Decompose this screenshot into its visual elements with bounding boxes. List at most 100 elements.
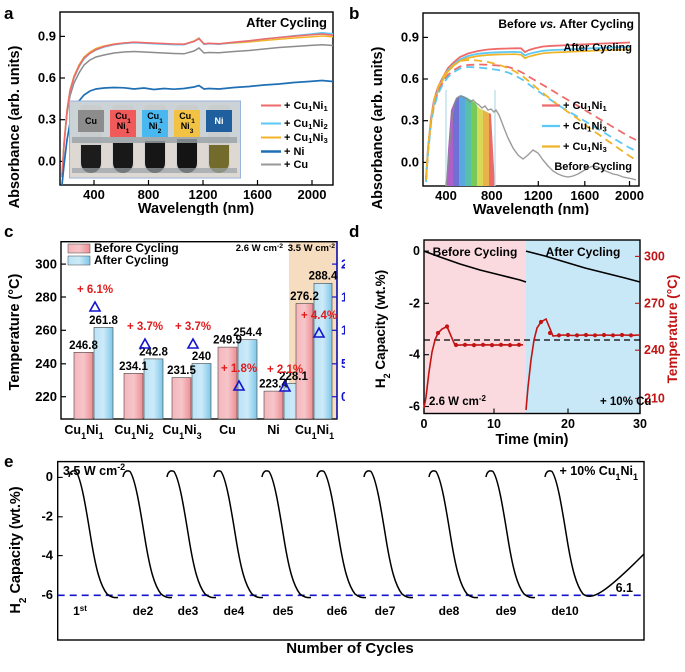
svg-text:de2: de2 bbox=[133, 604, 154, 618]
svg-text:10: 10 bbox=[487, 417, 501, 431]
svg-text:246.8: 246.8 bbox=[69, 340, 98, 352]
svg-text:de9: de9 bbox=[496, 604, 517, 618]
svg-text:3.5 W cm-2: 3.5 W cm-2 bbox=[288, 243, 335, 255]
svg-text:-4: -4 bbox=[41, 547, 53, 562]
svg-text:400: 400 bbox=[83, 187, 105, 202]
svg-text:Time (min): Time (min) bbox=[495, 432, 568, 448]
svg-text:Cu1Ni2: Cu1Ni2 bbox=[114, 423, 153, 441]
svg-text:1200: 1200 bbox=[524, 188, 553, 203]
svg-text:Cu: Cu bbox=[219, 423, 236, 437]
svg-text:300: 300 bbox=[35, 257, 57, 272]
svg-text:H2 Capacity (wt.%): H2 Capacity (wt.%) bbox=[8, 486, 29, 613]
svg-text:288.4: 288.4 bbox=[309, 271, 338, 283]
svg-text:de6: de6 bbox=[327, 604, 348, 618]
svg-text:After Cycling: After Cycling bbox=[246, 15, 327, 30]
svg-text:0.3: 0.3 bbox=[38, 112, 56, 127]
svg-text:+ Cu1Ni3: + Cu1Ni3 bbox=[284, 132, 328, 145]
svg-text:de7: de7 bbox=[375, 604, 396, 618]
svg-text:-2: -2 bbox=[409, 296, 420, 310]
svg-text:0: 0 bbox=[46, 469, 53, 484]
svg-text:6.1: 6.1 bbox=[616, 581, 633, 595]
svg-text:Cu: Cu bbox=[85, 116, 97, 126]
svg-text:-6: -6 bbox=[41, 587, 53, 602]
svg-text:0.6: 0.6 bbox=[38, 70, 56, 85]
svg-text:+ Cu: + Cu bbox=[284, 159, 308, 171]
svg-text:0: 0 bbox=[413, 244, 420, 258]
svg-text:0.9: 0.9 bbox=[38, 29, 56, 44]
svg-text:de8: de8 bbox=[439, 604, 460, 618]
svg-text:1600: 1600 bbox=[570, 188, 599, 203]
svg-text:234.1: 234.1 bbox=[119, 361, 148, 373]
svg-text:2.6 W cm-2: 2.6 W cm-2 bbox=[236, 243, 283, 255]
svg-text:+ Cu1Ni2: + Cu1Ni2 bbox=[284, 118, 328, 131]
svg-text:Ni: Ni bbox=[215, 116, 224, 126]
svg-text:Temperature (°C): Temperature (°C) bbox=[665, 275, 680, 384]
svg-text:240: 240 bbox=[644, 343, 665, 357]
svg-text:-4: -4 bbox=[409, 348, 420, 362]
svg-text:0.0: 0.0 bbox=[401, 154, 419, 169]
svg-text:+ Cu1Ni3: + Cu1Ni3 bbox=[563, 121, 607, 134]
svg-text:220: 220 bbox=[35, 389, 57, 404]
svg-text:Absorbance (arb. units): Absorbance (arb. units) bbox=[370, 46, 386, 209]
svg-text:After Cycling: After Cycling bbox=[94, 253, 169, 267]
svg-text:261.8: 261.8 bbox=[89, 315, 118, 327]
svg-text:de5: de5 bbox=[273, 604, 294, 618]
svg-text:de3: de3 bbox=[178, 604, 199, 618]
svg-text:Wavelength (nm): Wavelength (nm) bbox=[473, 202, 589, 215]
svg-text:de4: de4 bbox=[224, 604, 245, 618]
svg-text:+ Cu1Ni3: + Cu1Ni3 bbox=[563, 141, 607, 154]
svg-text:280: 280 bbox=[35, 290, 57, 305]
svg-text:+ 4.4%: + 4.4% bbox=[301, 310, 337, 322]
svg-text:+ Cu1Ni1: + Cu1Ni1 bbox=[284, 100, 328, 113]
svg-text:0.6: 0.6 bbox=[401, 71, 419, 86]
svg-text:-2: -2 bbox=[41, 509, 53, 524]
svg-text:Before Cycling: Before Cycling bbox=[554, 161, 632, 173]
svg-text:2000: 2000 bbox=[615, 188, 644, 203]
svg-text:0.9: 0.9 bbox=[401, 30, 419, 45]
svg-text:254.4: 254.4 bbox=[233, 327, 262, 339]
svg-text:231.5: 231.5 bbox=[167, 365, 196, 377]
svg-text:Number of Cycles: Number of Cycles bbox=[286, 640, 414, 657]
svg-text:800: 800 bbox=[481, 188, 503, 203]
svg-text:+ 10% Cu1Ni1: + 10% Cu1Ni1 bbox=[560, 464, 638, 482]
svg-text:0.3: 0.3 bbox=[401, 113, 419, 128]
svg-text:240: 240 bbox=[192, 351, 211, 363]
svg-text:400: 400 bbox=[435, 188, 457, 203]
svg-text:Before Cycling: Before Cycling bbox=[433, 245, 518, 259]
svg-text:+ 3.7%: + 3.7% bbox=[175, 321, 211, 333]
svg-text:3.5 W cm-2: 3.5 W cm-2 bbox=[63, 462, 125, 478]
svg-text:Cu1Ni3: Cu1Ni3 bbox=[162, 423, 201, 441]
svg-text:+ Ni: + Ni bbox=[284, 146, 304, 158]
svg-text:2000: 2000 bbox=[298, 187, 327, 202]
svg-text:240: 240 bbox=[35, 356, 57, 371]
svg-text:+ 6.1%: + 6.1% bbox=[77, 284, 113, 296]
svg-text:de10: de10 bbox=[551, 604, 579, 618]
svg-text:300: 300 bbox=[644, 249, 665, 263]
svg-text:-6: -6 bbox=[409, 400, 420, 414]
svg-text:260: 260 bbox=[35, 323, 57, 338]
svg-text:+ 2.1%: + 2.1% bbox=[267, 364, 303, 376]
svg-text:0.0: 0.0 bbox=[38, 153, 56, 168]
svg-text:Absorbance (arb. units): Absorbance (arb. units) bbox=[7, 45, 23, 208]
svg-text:Wavelength (nm): Wavelength (nm) bbox=[138, 201, 254, 215]
svg-text:+ 3.7%: + 3.7% bbox=[127, 321, 163, 333]
svg-text:Temperature (°C): Temperature (°C) bbox=[7, 273, 23, 390]
svg-text:H2 Capacity (wt.%): H2 Capacity (wt.%) bbox=[373, 270, 392, 388]
svg-text:0: 0 bbox=[421, 417, 428, 431]
svg-text:2.6 W cm-2: 2.6 W cm-2 bbox=[429, 394, 487, 409]
svg-text:20: 20 bbox=[561, 417, 575, 431]
svg-text:Cu1Ni1: Cu1Ni1 bbox=[295, 423, 334, 441]
svg-text:Cu1Ni1: Cu1Ni1 bbox=[64, 423, 103, 441]
svg-text:276.2: 276.2 bbox=[290, 291, 319, 303]
svg-text:Ni: Ni bbox=[267, 423, 280, 437]
svg-text:+ Cu1Ni1: + Cu1Ni1 bbox=[563, 100, 607, 113]
svg-text:After Cycling: After Cycling bbox=[546, 245, 621, 259]
svg-text:30: 30 bbox=[633, 417, 647, 431]
svg-text:Before vs. After Cycling: Before vs. After Cycling bbox=[498, 17, 634, 31]
svg-text:270: 270 bbox=[644, 296, 665, 310]
svg-text:+ 1.8%: + 1.8% bbox=[221, 363, 257, 375]
svg-text:1600: 1600 bbox=[243, 187, 272, 202]
svg-text:1st: 1st bbox=[73, 604, 87, 619]
svg-text:+ 10% Cu: + 10% Cu bbox=[600, 396, 651, 408]
svg-text:1200: 1200 bbox=[189, 187, 218, 202]
